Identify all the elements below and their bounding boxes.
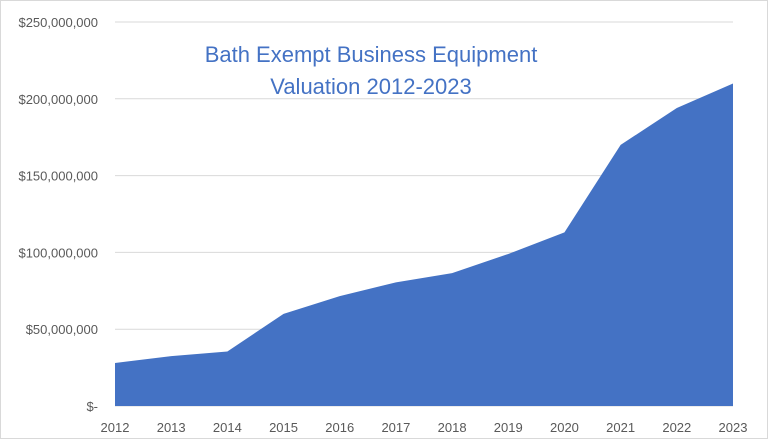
x-tick-label: 2023	[719, 420, 748, 435]
x-tick-label: 2021	[606, 420, 635, 435]
y-axis-ticks: $- $50,000,000 $100,000,000 $150,000,000 $20…	[18, 15, 98, 414]
x-tick-label: 2017	[381, 420, 410, 435]
y-tick-label: $100,000,000	[18, 245, 98, 260]
y-tick-label: $50,000,000	[26, 322, 98, 337]
x-tick-label: 2013	[157, 420, 186, 435]
x-tick-label: 2022	[662, 420, 691, 435]
x-tick-label: 2018	[438, 420, 467, 435]
x-tick-label: 2019	[494, 420, 523, 435]
x-tick-label: 2016	[325, 420, 354, 435]
chart-title-line-1: Bath Exempt Business Equipment	[204, 42, 538, 67]
chart-title-line-2: Valuation 2012-2023	[270, 74, 472, 99]
chart-title: Bath Exempt Business Equipment Valuation…	[121, 39, 621, 103]
y-tick-label: $-	[86, 399, 98, 414]
y-tick-label: $200,000,000	[18, 92, 98, 107]
area-series	[115, 83, 733, 406]
x-axis-ticks: 2012 2013 2014 2015 2016 2017 2018 2019 2020 2021…	[101, 420, 748, 435]
y-tick-label: $250,000,000	[18, 15, 98, 30]
x-tick-label: 2020	[550, 420, 579, 435]
x-tick-label: 2014	[213, 420, 242, 435]
y-tick-label: $150,000,000	[18, 169, 98, 184]
x-tick-label: 2015	[269, 420, 298, 435]
area-series-layer	[115, 83, 733, 406]
x-tick-label: 2012	[101, 420, 130, 435]
